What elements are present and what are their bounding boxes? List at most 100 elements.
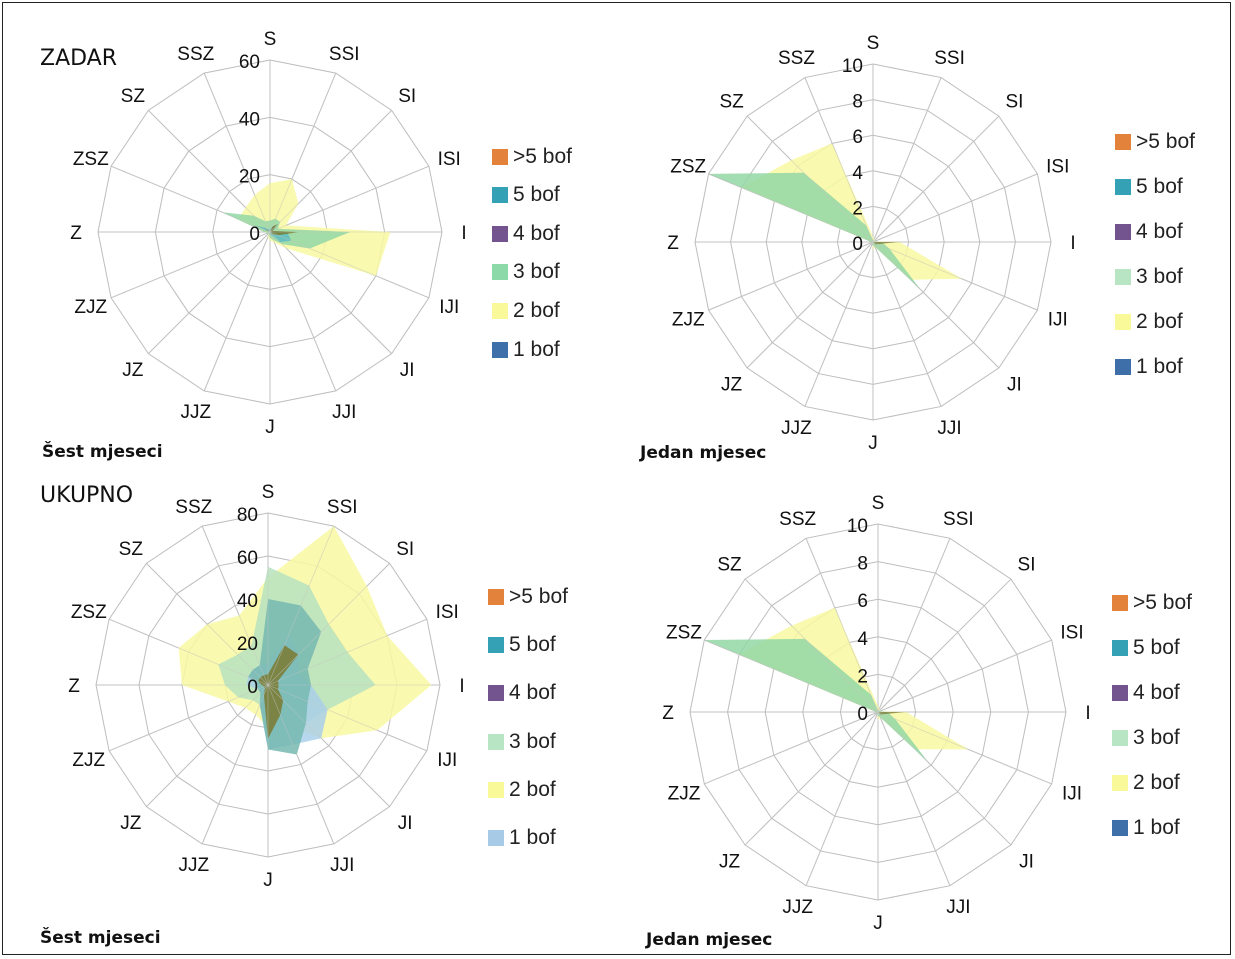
legend-item: 5 bof xyxy=(1115,175,1183,199)
legend-item: >5 bof xyxy=(1112,591,1192,615)
caption-chart-1: Šest mjeseci xyxy=(42,442,163,462)
spoke-overlay xyxy=(872,173,1038,243)
spoke-overlay xyxy=(872,241,1000,369)
legend-label: 5 bof xyxy=(1133,636,1180,659)
legend-item: 3 bof xyxy=(492,260,560,284)
series-area-3-bof xyxy=(222,212,351,249)
legend-swatch xyxy=(488,734,504,750)
direction-label: JJZ xyxy=(781,418,812,439)
legend-item: 4 bof xyxy=(1115,220,1183,244)
direction-label: ZSZ xyxy=(73,149,109,170)
direction-label: ZJZ xyxy=(74,297,107,318)
spoke-overlay xyxy=(877,578,1012,713)
spoke-overlay xyxy=(108,684,269,752)
legend-item: 1 bof xyxy=(1112,816,1180,840)
radar-chart-2: 0 2 4 6 8 10S SSI SI ISI I IJI JI JJI J JJZ JZ ZJZ Z ZSZ SZ… xyxy=(667,33,1075,454)
legend-label: 4 bof xyxy=(513,222,560,245)
legend-item: 1 bof xyxy=(492,338,560,362)
spoke-overlay xyxy=(110,231,271,299)
spoke-overlay xyxy=(746,241,874,369)
legend-item: >5 bof xyxy=(488,585,568,609)
direction-label: SSI xyxy=(329,44,360,65)
direction-label: S xyxy=(264,29,277,50)
spoke-overlay xyxy=(267,684,390,807)
tick-label: 2 xyxy=(852,198,863,219)
legend-label: 4 bof xyxy=(509,681,556,704)
tick-label: 40 xyxy=(239,109,260,130)
spoke-overlay xyxy=(877,711,1012,846)
direction-label: JI xyxy=(1019,851,1034,872)
legend-label: 3 bof xyxy=(513,260,560,283)
direction-label: ZJZ xyxy=(668,783,701,804)
legend-label: 3 bof xyxy=(1133,726,1180,749)
legend-item: 2 bof xyxy=(1115,310,1183,334)
spoke-overlay xyxy=(269,231,337,392)
legend-swatch xyxy=(1115,134,1131,150)
direction-label: ZSZ xyxy=(71,602,107,623)
direction-label: ZJZ xyxy=(72,750,105,771)
direction-label: SZ xyxy=(121,86,146,107)
direction-label: JI xyxy=(400,360,415,381)
legend-label: 4 bof xyxy=(1133,681,1180,704)
radar-chart-1: 0 20 40 60S SSI SI ISI I IJI JI JJI J JJZ JZ ZJZ Z ZSZ SZ… xyxy=(70,29,466,438)
legend-item: 2 bof xyxy=(492,299,560,323)
direction-label: SSZ xyxy=(778,48,815,69)
legend-label: 5 bof xyxy=(1136,175,1183,198)
direction-label: J xyxy=(263,870,273,891)
tick-label: 8 xyxy=(852,92,863,113)
direction-label: SSI xyxy=(934,48,965,69)
spoke-overlay xyxy=(203,72,271,233)
series-area-2-bof xyxy=(739,607,969,750)
legend-swatch xyxy=(1112,820,1128,836)
legend-swatch xyxy=(488,637,504,653)
legend-item: 4 bof xyxy=(492,222,560,246)
series-area-2-bof xyxy=(238,179,391,276)
direction-label: JJZ xyxy=(180,402,211,423)
spoke-overlay xyxy=(267,684,428,752)
spoke-overlay xyxy=(877,711,1052,785)
spoke-overlay xyxy=(804,77,874,243)
legend-label: >5 bof xyxy=(1136,130,1195,153)
direction-label: ZSZ xyxy=(670,156,706,177)
direction-label: J xyxy=(873,913,883,934)
spoke-overlay xyxy=(269,231,430,299)
legend-swatch xyxy=(492,149,508,165)
legend-swatch xyxy=(492,303,508,319)
direction-label: SZ xyxy=(717,555,742,576)
spoke-overlay xyxy=(267,618,428,686)
legend-item: 1 bof xyxy=(488,826,556,850)
series-area-4-bof xyxy=(878,712,907,715)
direction-label: SZ xyxy=(719,92,744,113)
legend-swatch xyxy=(488,782,504,798)
tick-label: 60 xyxy=(239,52,260,73)
spoke-overlay xyxy=(201,525,269,686)
spoke-overlay xyxy=(708,241,874,311)
legend-label: 2 bof xyxy=(509,778,556,801)
direction-label: IJI xyxy=(1062,783,1082,804)
legend-item: 3 bof xyxy=(1115,265,1183,289)
legend-swatch xyxy=(1112,640,1128,656)
spoke-overlay xyxy=(110,165,271,233)
tick-label: 6 xyxy=(852,127,863,148)
spoke-overlay xyxy=(267,563,390,686)
legend-item: 1 bof xyxy=(1115,355,1183,379)
legend-item: 3 bof xyxy=(1112,726,1180,750)
direction-label: I xyxy=(459,676,464,697)
legend-swatch xyxy=(1115,314,1131,330)
legend-label: 1 bof xyxy=(1136,355,1183,378)
spoke-overlay xyxy=(108,618,269,686)
legend-swatch xyxy=(492,226,508,242)
heading-zadar: ZADAR xyxy=(40,46,118,71)
legend-label: 3 bof xyxy=(1136,265,1183,288)
spoke-overlay xyxy=(744,578,879,713)
legend-item: 5 bof xyxy=(492,183,560,207)
legend-swatch xyxy=(1115,359,1131,375)
spoke-overlay xyxy=(872,77,942,243)
tick-label: 10 xyxy=(842,56,863,77)
spoke-overlay xyxy=(146,684,269,807)
direction-label: JZ xyxy=(120,813,142,834)
tick-label: 20 xyxy=(239,167,260,188)
spoke-overlay xyxy=(877,639,1052,713)
tick-label: 0 xyxy=(247,677,258,698)
